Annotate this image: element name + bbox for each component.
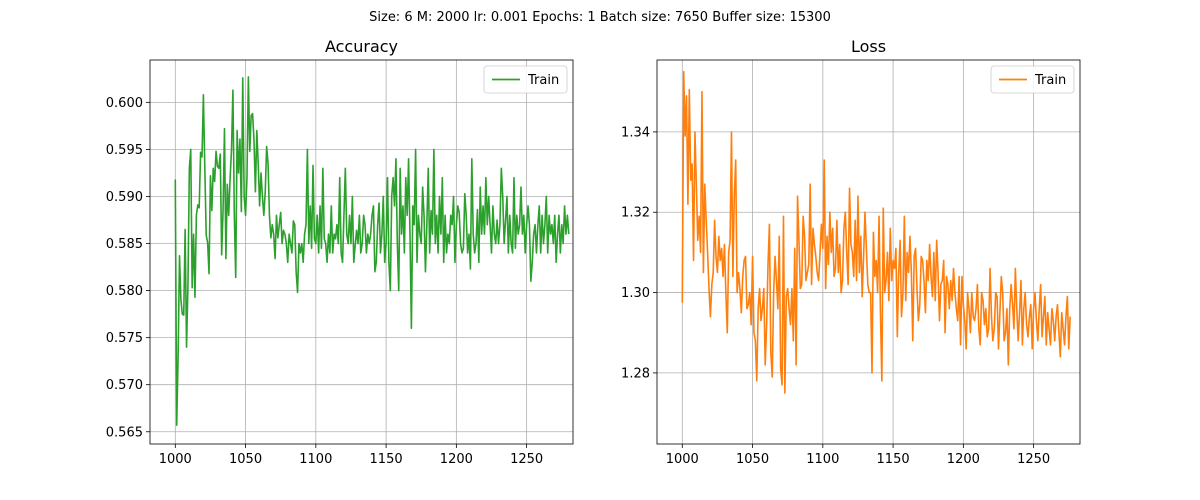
y-tick-label: 0.580 (106, 284, 143, 299)
x-tick-label: 1250 (1017, 452, 1050, 467)
chart-panel-1: 1000 1050 1100 1150 1200 1250 0.565 0.570 0.575 0… (106, 37, 574, 467)
y-tick-label: 0.590 (106, 190, 143, 205)
chart-title: Accuracy (325, 37, 398, 56)
legend-box (990, 65, 1075, 94)
plot-frame (149, 59, 574, 445)
y-tick-label: 0.565 (106, 425, 143, 440)
legend-box (483, 65, 568, 94)
legend: Train (483, 65, 568, 94)
y-tick-label: 0.575 (106, 331, 143, 346)
legend: Train (990, 65, 1075, 94)
chart-panels: 1000 1050 1100 1150 1200 1250 0.565 0.570 0.575 0… (106, 37, 1081, 467)
x-tick-label: 1050 (736, 452, 769, 467)
y-tick-label: 0.600 (106, 96, 143, 111)
y-tick-label: 0.595 (106, 143, 143, 158)
y-tick-label: 0.585 (106, 237, 143, 252)
series-line-train (174, 76, 570, 426)
chart-panel-2: 1000 1050 1100 1150 1200 1250 1.28 1.30 1.32 1.34… (621, 37, 1081, 467)
series-line-train (681, 70, 1071, 394)
x-tick-label: 1200 (947, 452, 980, 467)
y-tick-label: 1.28 (621, 366, 650, 381)
x-tick-label: 1000 (666, 452, 699, 467)
x-tick-label: 1100 (299, 452, 332, 467)
y-tick-label: 1.34 (621, 125, 650, 140)
x-tick-label: 1000 (159, 452, 192, 467)
x-tick-label: 1150 (877, 452, 910, 467)
x-tick-label: 1250 (510, 452, 543, 467)
x-tick-label: 1200 (440, 452, 473, 467)
plot-frame (656, 59, 1081, 445)
y-tick-label: 1.30 (621, 286, 650, 301)
chart-title: Loss (851, 37, 886, 56)
legend-label: Train (1034, 73, 1066, 88)
legend-label: Train (527, 73, 559, 88)
x-tick-label: 1100 (806, 452, 839, 467)
x-tick-label: 1150 (370, 452, 403, 467)
figure-suptitle: Size: 6 M: 2000 lr: 0.001 Epochs: 1 Batc… (369, 10, 831, 25)
y-tick-label: 0.570 (106, 378, 143, 393)
y-tick-label: 1.32 (621, 206, 650, 221)
x-tick-label: 1050 (229, 452, 262, 467)
